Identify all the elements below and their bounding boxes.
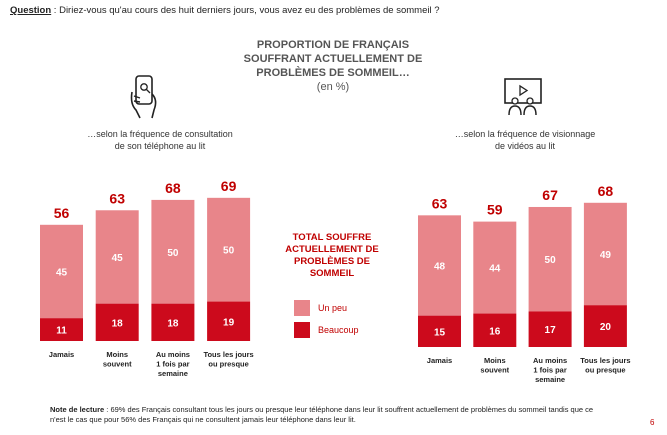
question-body: : Diriez-vous qu'au cours des huit derni… xyxy=(51,5,440,16)
reading-note: Note de lecture : 69% des Français consu… xyxy=(50,405,610,425)
right-label-un-peu-3: 49 xyxy=(600,250,612,261)
right-category-label-3-1: ou presque xyxy=(585,366,625,375)
header-line-1: PROPORTION DE FRANÇAIS xyxy=(256,39,410,51)
legend-swatch-dark xyxy=(294,322,310,338)
note-text: : 69% des Français consultant tous les j… xyxy=(50,405,594,424)
tv-viewing-icon xyxy=(503,77,543,122)
left-bar-un-peu-2 xyxy=(151,199,195,304)
left-label-un-peu-2: 50 xyxy=(167,248,179,259)
right-subtitle-line-2: de vidéos au lit xyxy=(494,141,556,151)
legend-label-un-peu: Un peu xyxy=(318,303,348,313)
header-line-3: PROBLÈMES DE SOMMEIL… xyxy=(256,67,410,79)
right-label-beaucoup-3: 20 xyxy=(600,322,612,333)
right-bar-un-peu-1 xyxy=(473,221,517,314)
right-bar-un-peu-2 xyxy=(528,206,572,312)
right-bar-beaucoup-0 xyxy=(418,315,461,347)
left-category-label-1-1: souvent xyxy=(103,360,132,369)
left-bar-beaucoup-1 xyxy=(95,303,139,341)
left-label-un-peu-3: 50 xyxy=(223,246,235,257)
left-category-label-3-0: Tous les jours xyxy=(203,350,253,359)
right-bar-un-peu-3 xyxy=(583,202,627,306)
left-category-label-2-2: semaine xyxy=(158,369,188,378)
left-subtitle-line-2: de son téléphone au lit xyxy=(114,141,206,151)
phone-in-hand-icon xyxy=(126,74,162,125)
left-label-beaucoup-2: 18 xyxy=(167,318,179,329)
left-category-label-0-0: Jamais xyxy=(49,350,74,359)
left-bar-beaucoup-0 xyxy=(40,318,83,341)
header-line-2: SOUFFRANT ACTUELLEMENT DE xyxy=(243,53,423,65)
left-label-un-peu-1: 45 xyxy=(112,253,124,264)
right-category-label-1-0: Moins xyxy=(484,356,506,365)
right-category-label-3-0: Tous les jours xyxy=(580,356,630,365)
legend: TOTAL SOUFFRE ACTUELLEMENT DE PROBLÈMES … xyxy=(272,232,392,338)
right-label-un-peu-2: 50 xyxy=(545,255,557,266)
right-label-un-peu-1: 44 xyxy=(489,264,501,275)
left-label-beaucoup-1: 18 xyxy=(112,318,124,329)
left-category-label-2-1: 1 fois par xyxy=(156,360,189,369)
left-subtitle-line-1: …selon la fréquence de consultation xyxy=(87,129,233,139)
right-label-beaucoup-2: 17 xyxy=(545,325,557,336)
right-label-un-peu-0: 48 xyxy=(434,261,446,272)
right-category-label-0-0: Jamais xyxy=(427,356,452,365)
legend-item-beaucoup: Beaucoup xyxy=(294,322,359,338)
left-total-label-2: 68 xyxy=(165,180,181,196)
header-unit: (en %) xyxy=(316,81,350,93)
legend-title: TOTAL SOUFFRE ACTUELLEMENT DE PROBLÈMES … xyxy=(285,232,379,279)
right-bar-beaucoup-3 xyxy=(583,305,627,347)
right-bar-beaucoup-2 xyxy=(528,311,572,347)
left-bar-un-peu-3 xyxy=(207,197,251,302)
right-category-label-2-2: semaine xyxy=(535,375,565,384)
left-total-label-0: 56 xyxy=(54,205,70,221)
right-category-label-1-1: souvent xyxy=(480,366,509,375)
right-total-label-3: 68 xyxy=(598,183,614,199)
legend-swatch-light xyxy=(294,300,310,316)
right-label-beaucoup-1: 16 xyxy=(489,326,501,337)
left-label-beaucoup-0: 11 xyxy=(56,326,67,337)
left-bar-beaucoup-2 xyxy=(151,303,195,341)
right-total-label-1: 59 xyxy=(487,202,503,218)
right-total-label-2: 67 xyxy=(542,187,558,203)
right-total-label-0: 63 xyxy=(432,195,448,211)
left-category-label-1-0: Moins xyxy=(106,350,128,359)
left-total-label-1: 63 xyxy=(109,190,125,206)
question-text: Question : Diriez-vous qu'au cours des h… xyxy=(10,5,440,16)
left-bar-un-peu-1 xyxy=(95,210,139,304)
question-label: Question xyxy=(10,5,52,16)
right-category-label-2-1: 1 fois par xyxy=(533,366,566,375)
right-label-beaucoup-0: 15 xyxy=(434,327,446,338)
left-total-label-3: 69 xyxy=(221,178,237,194)
right-subtitle-line-1: …selon la fréquence de visionnage xyxy=(454,129,596,139)
left-category-label-3-1: ou presque xyxy=(208,360,248,369)
left-label-beaucoup-3: 19 xyxy=(223,317,235,328)
chart-header: PROPORTION DE FRANÇAIS SOUFFRANT ACTUELL… xyxy=(218,38,448,94)
right-category-label-2-0: Au moins xyxy=(533,356,567,365)
left-bar-beaucoup-3 xyxy=(207,301,251,341)
left-bar-un-peu-0 xyxy=(40,224,83,319)
legend-item-un-peu: Un peu xyxy=(294,300,347,316)
legend-label-beaucoup: Beaucoup xyxy=(318,325,359,335)
left-category-label-2-0: Au moins xyxy=(156,350,190,359)
note-label: Note de lecture xyxy=(50,405,105,414)
right-bar-beaucoup-1 xyxy=(473,313,517,347)
left-label-un-peu-0: 45 xyxy=(56,267,68,278)
left-chart-subtitle: …selon la fréquence de consultation de s… xyxy=(55,128,265,152)
right-chart-subtitle: …selon la fréquence de visionnage de vid… xyxy=(420,128,630,152)
right-bar-un-peu-0 xyxy=(418,215,461,316)
page-number: 6 xyxy=(650,418,655,427)
